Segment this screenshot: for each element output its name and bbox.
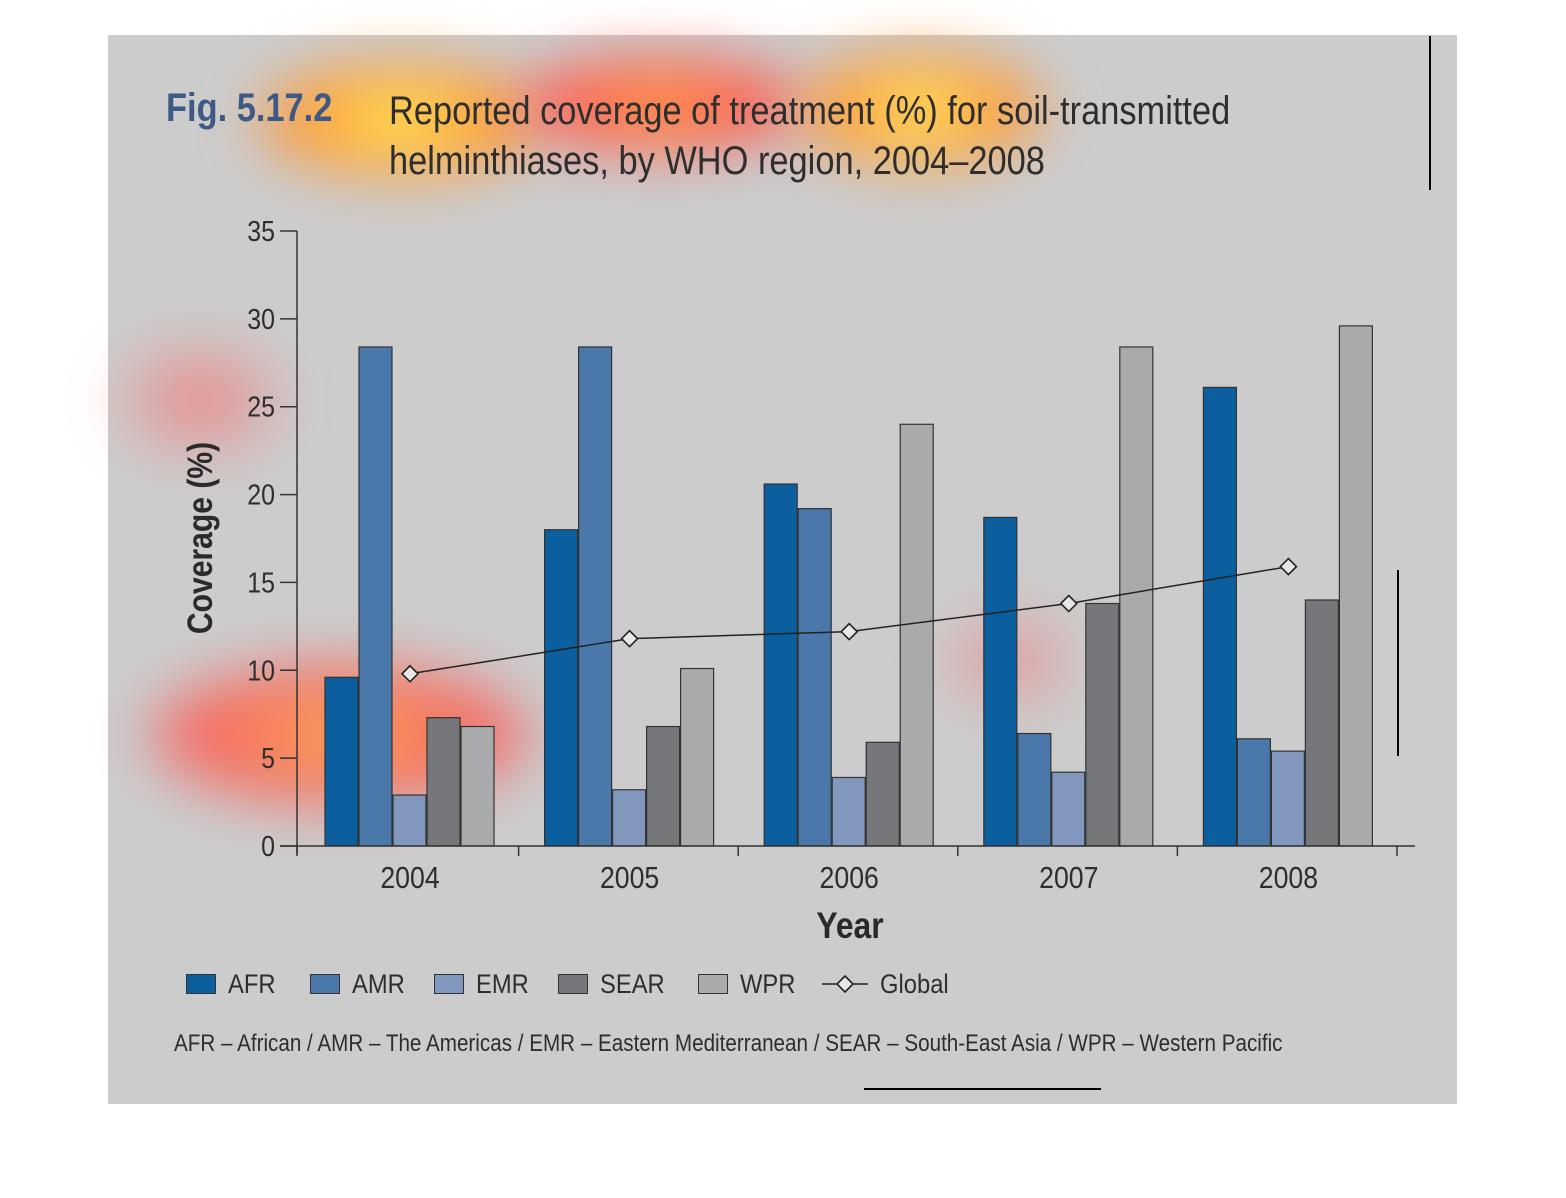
- bar-wpr-2005: [679, 667, 715, 847]
- x-tick-label: 2004: [380, 861, 439, 895]
- legend-item-amr: AMR: [310, 968, 405, 1000]
- x-tick-label: 2005: [600, 861, 659, 895]
- bar-amr-2005: [577, 346, 613, 847]
- bar-amr-2007: [1017, 732, 1052, 847]
- legend-swatch: [698, 974, 728, 994]
- legend-swatch: [310, 974, 340, 994]
- global-line-group: [400, 557, 1298, 683]
- bar-wpr-2008: [1338, 325, 1374, 847]
- y-tick-label: 10: [247, 655, 275, 687]
- legend-label: Global: [880, 968, 949, 999]
- legend-item-sear: SEAR: [558, 968, 665, 1000]
- bar-emr-2008: [1270, 750, 1306, 847]
- y-tick-label: 35: [247, 215, 275, 247]
- x-tick-label: 2006: [820, 861, 879, 895]
- axes-group: 0 5 10 15 20 25 30 35 2004 2005 2006 2007 2008: [247, 215, 1415, 896]
- legend-swatch: [558, 974, 588, 994]
- figure-title: Reported coverage of treatment (%) for s…: [389, 89, 1231, 183]
- x-tick-label: 2008: [1259, 861, 1318, 895]
- bar-emr-2004: [392, 794, 427, 847]
- edge-line: [864, 1088, 1101, 1090]
- y-tick-label: 0: [261, 830, 275, 862]
- legend: AFR AMR EMR SEAR WPR Global: [186, 966, 992, 1002]
- global-point-2006: [840, 622, 859, 641]
- y-axis-label: Coverage (%): [180, 442, 220, 634]
- bar-sear-2007: [1085, 602, 1120, 847]
- legend-item-emr: EMR: [434, 968, 529, 1000]
- bar-afr-2004: [324, 676, 359, 847]
- bar-sear-2008: [1304, 599, 1340, 847]
- y-tick-label: 30: [247, 303, 275, 335]
- bar-emr-2006: [831, 776, 866, 847]
- legend-item-wpr: WPR: [698, 968, 796, 1000]
- bars-group: [324, 325, 1374, 847]
- bar-afr-2005: [543, 529, 579, 847]
- bar-emr-2005: [611, 789, 647, 847]
- legend-label: EMR: [476, 968, 529, 999]
- y-tick-label: 15: [247, 567, 275, 599]
- legend-item-global: Global: [822, 969, 958, 1000]
- bar-wpr-2006: [899, 423, 934, 847]
- bar-emr-2007: [1051, 771, 1086, 847]
- y-tick-label: 5: [261, 742, 275, 774]
- global-point-2005: [620, 629, 639, 648]
- legend-swatch: [434, 974, 464, 994]
- bar-amr-2006: [797, 508, 832, 847]
- x-tick-label: 2007: [1039, 861, 1098, 895]
- y-tick-label: 25: [247, 391, 275, 423]
- legend-swatch: [186, 974, 216, 994]
- legend-label: SEAR: [600, 968, 665, 999]
- legend-label: AMR: [352, 968, 405, 999]
- bar-afr-2007: [983, 516, 1018, 847]
- footnote: AFR – African / AMR – The Americas / EMR…: [174, 1030, 1283, 1057]
- legend-label: AFR: [228, 968, 276, 999]
- legend-label: WPR: [740, 968, 796, 999]
- bar-afr-2008: [1202, 386, 1238, 847]
- x-axis-label: Year: [816, 906, 883, 947]
- legend-line-marker: [822, 974, 868, 994]
- bar-afr-2006: [763, 483, 798, 847]
- global-point-2007: [1059, 594, 1078, 613]
- edge-line: [1429, 36, 1431, 190]
- bar-amr-2008: [1236, 738, 1272, 847]
- edge-line: [1397, 570, 1399, 756]
- legend-item-afr: AFR: [186, 969, 276, 1000]
- y-tick-label: 20: [247, 479, 275, 511]
- bar-sear-2006: [865, 741, 900, 847]
- bar-sear-2004: [426, 717, 461, 847]
- bar-sear-2005: [645, 725, 681, 847]
- bar-wpr-2007: [1119, 346, 1154, 847]
- global-point-2004: [400, 664, 420, 683]
- bar-amr-2004: [358, 346, 393, 847]
- global-series-line: [409, 565, 1289, 675]
- figure-number: Fig. 5.17.2: [166, 86, 333, 130]
- global-point-2008: [1279, 557, 1298, 576]
- bar-wpr-2004: [460, 725, 495, 847]
